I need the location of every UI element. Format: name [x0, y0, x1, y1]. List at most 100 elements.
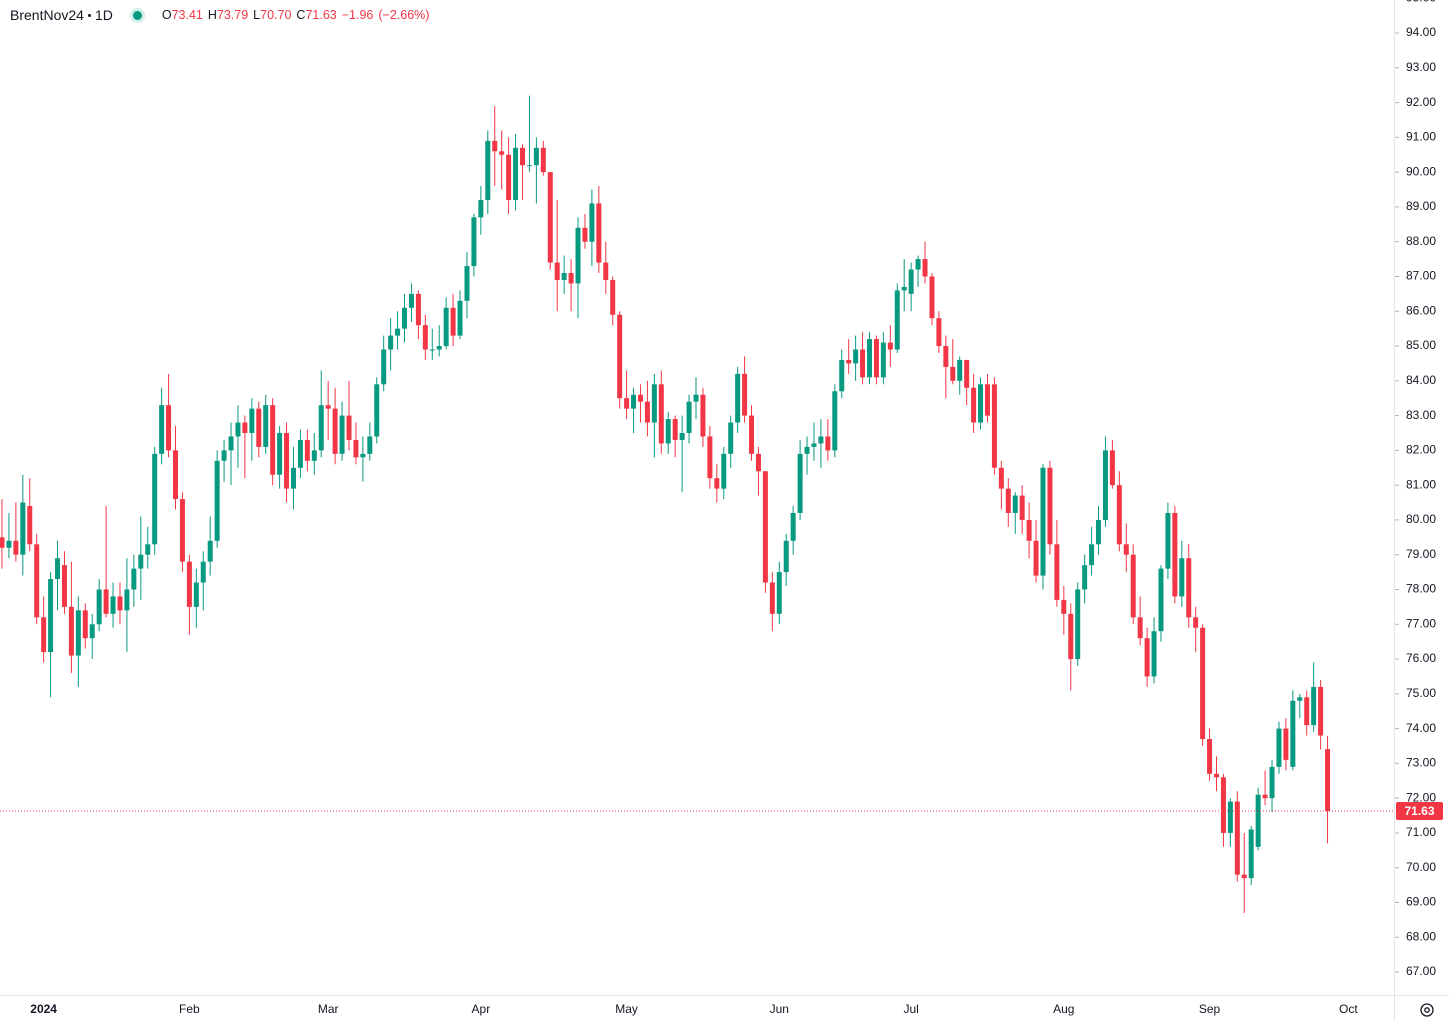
candle-body	[124, 589, 130, 611]
candle-body	[415, 293, 421, 326]
candle-body	[27, 506, 33, 545]
candle-body	[957, 359, 963, 381]
candle-body	[679, 432, 685, 440]
y-tick-label: 78.00	[1406, 582, 1436, 596]
candle-body	[75, 610, 81, 656]
candle-body	[388, 335, 394, 350]
candle-body	[422, 325, 428, 350]
candle-body	[131, 568, 137, 590]
candle-body	[846, 359, 852, 364]
candle-body	[637, 394, 643, 402]
candle-body	[1325, 749, 1331, 812]
candle-body	[1241, 874, 1247, 879]
y-tick-label: 93.00	[1406, 60, 1436, 74]
close-value: 71.63	[305, 8, 337, 22]
candle-body	[166, 405, 172, 451]
y-tick-label: 82.00	[1406, 443, 1436, 457]
candle-body	[1123, 544, 1129, 555]
candle-body	[297, 439, 303, 468]
candle-body	[1276, 728, 1282, 767]
candle-body	[311, 450, 317, 461]
candle-body	[374, 384, 380, 437]
candle-body	[651, 384, 657, 423]
candle-body	[1207, 739, 1213, 774]
candle-body	[61, 565, 67, 607]
candle-body	[1054, 544, 1060, 600]
y-tick-label: 95.00	[1406, 0, 1436, 4]
y-tick-label: 68.00	[1406, 929, 1436, 943]
candle-body	[950, 366, 956, 381]
candle-body	[526, 165, 532, 167]
candle-body	[582, 227, 588, 242]
candle-body	[242, 422, 248, 433]
candle-body	[186, 561, 192, 607]
y-tick-label: 71.00	[1406, 825, 1436, 839]
y-tick-label: 89.00	[1406, 199, 1436, 213]
y-tick-label: 69.00	[1406, 895, 1436, 909]
settings-button[interactable]	[1420, 1003, 1434, 1017]
candle-body	[200, 561, 206, 583]
x-tick-label: Jul	[903, 1002, 918, 1016]
candle-body	[1193, 617, 1199, 628]
candle-body	[1144, 638, 1150, 677]
candle-body	[1158, 568, 1164, 632]
candle-body	[832, 391, 838, 451]
symbol[interactable]: BrentNov24	[10, 7, 84, 23]
y-tick-label: 81.00	[1406, 477, 1436, 491]
candle-body	[1019, 495, 1025, 520]
x-tick-label: Oct	[1339, 1002, 1358, 1016]
candle-body	[429, 349, 435, 351]
candle-body	[1061, 599, 1067, 614]
candle-body	[34, 544, 40, 618]
candle-body	[707, 436, 713, 479]
candle-body	[596, 203, 602, 263]
interval[interactable]: 1D	[94, 7, 113, 23]
candle-body	[1283, 728, 1289, 760]
candle-body	[1269, 766, 1275, 799]
candle-body	[728, 422, 734, 454]
candle-body	[943, 346, 949, 367]
candle-body	[984, 384, 990, 416]
candle-body	[915, 259, 921, 270]
candle-body	[173, 450, 178, 500]
candle-body	[304, 439, 310, 461]
x-tick-label: Sep	[1199, 1002, 1221, 1016]
settings-gear	[1420, 1003, 1434, 1017]
candle-body	[804, 446, 810, 454]
candle-body	[1075, 589, 1081, 660]
candle-body	[145, 544, 151, 555]
open-value: 73.41	[171, 8, 203, 22]
candle-body	[339, 415, 345, 454]
candle-body	[1304, 697, 1310, 726]
candle-body	[797, 453, 803, 513]
candle-body	[1311, 686, 1317, 726]
candle-body	[1089, 544, 1095, 566]
candle-body	[665, 419, 671, 444]
candle-body	[318, 405, 324, 451]
high-label: H	[207, 8, 217, 22]
candle-body	[644, 401, 650, 423]
candle-body	[749, 415, 755, 454]
y-tick-label: 76.00	[1406, 651, 1436, 665]
candle-body	[929, 276, 935, 319]
candles	[0, 95, 1331, 913]
candle-body	[1068, 613, 1074, 660]
candle-body	[492, 140, 498, 152]
x-tick-label: Feb	[179, 1002, 200, 1016]
candle-body	[1096, 519, 1102, 545]
candle-body	[20, 502, 26, 555]
candle-body	[325, 405, 331, 409]
candle-body	[894, 290, 900, 350]
y-tick-label: 86.00	[1406, 303, 1436, 317]
candle-body	[117, 596, 123, 611]
candle-body	[1172, 512, 1178, 597]
candle-body	[1082, 565, 1088, 590]
candle-body	[686, 401, 692, 433]
status-dot	[132, 10, 142, 20]
candle-body	[700, 394, 706, 437]
candle-body	[408, 293, 414, 308]
candle-body	[873, 339, 879, 378]
y-tick-label: 80.00	[1406, 512, 1436, 526]
candle-body	[1186, 558, 1192, 618]
